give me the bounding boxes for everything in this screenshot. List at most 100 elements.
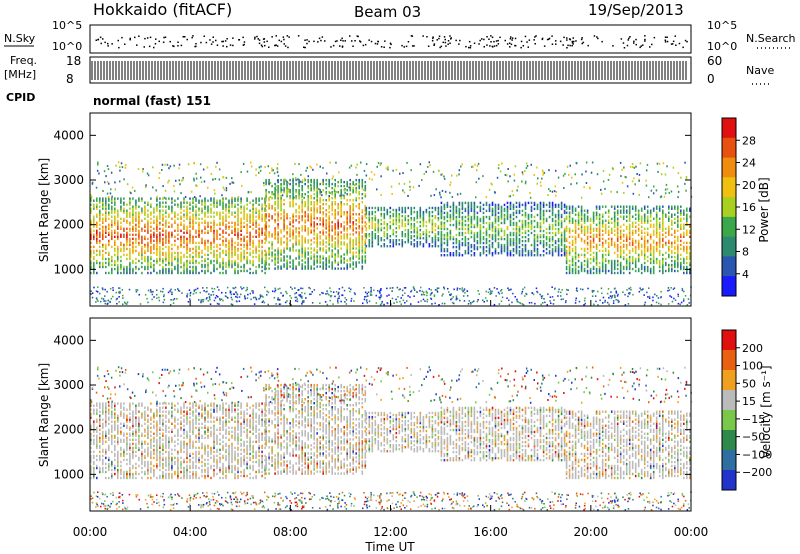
power-cell bbox=[165, 215, 167, 218]
power-cell bbox=[222, 261, 224, 265]
power-cell bbox=[488, 249, 491, 253]
power-cell bbox=[258, 245, 260, 249]
power-cell bbox=[228, 199, 230, 202]
power-cell bbox=[395, 218, 398, 222]
power-cell bbox=[216, 235, 218, 238]
power-cell bbox=[286, 186, 288, 190]
power-cell bbox=[319, 241, 321, 244]
power-cell bbox=[349, 249, 351, 252]
power-cell bbox=[371, 233, 374, 236]
power-cell bbox=[93, 217, 95, 220]
power-cell bbox=[416, 245, 419, 248]
power-cell bbox=[337, 207, 339, 210]
nsky-point bbox=[455, 39, 457, 42]
power-cell bbox=[225, 231, 227, 234]
power-cell bbox=[571, 257, 574, 261]
power-cell bbox=[349, 207, 351, 210]
power-cell bbox=[177, 227, 179, 230]
power-cell bbox=[111, 215, 113, 218]
power-cell bbox=[337, 237, 339, 240]
power-cell bbox=[189, 247, 191, 251]
power-cell bbox=[671, 255, 673, 259]
power-cell bbox=[138, 217, 140, 220]
power-cell bbox=[268, 199, 270, 202]
power-cell bbox=[201, 255, 203, 259]
power-cell bbox=[144, 267, 146, 271]
power-cell bbox=[407, 235, 410, 238]
power-cell bbox=[150, 205, 152, 208]
power-cell bbox=[252, 199, 254, 202]
power-cell bbox=[99, 209, 101, 212]
power-cell bbox=[428, 245, 431, 248]
power-cell bbox=[156, 241, 158, 245]
power-cell bbox=[240, 253, 242, 257]
power-cell bbox=[377, 162, 380, 165]
power-cell bbox=[683, 265, 685, 269]
power-cell bbox=[485, 229, 488, 233]
power-cell bbox=[261, 205, 263, 208]
power-cell bbox=[105, 229, 107, 232]
power-cell bbox=[631, 261, 634, 265]
power-cell bbox=[568, 213, 571, 216]
power-cell bbox=[165, 259, 167, 263]
power-cell bbox=[298, 197, 300, 200]
power-cell bbox=[258, 211, 260, 214]
power-cell bbox=[686, 271, 688, 275]
power-cell bbox=[258, 199, 260, 202]
power-cell bbox=[440, 241, 443, 245]
power-cell bbox=[280, 251, 282, 254]
power-cell bbox=[204, 243, 206, 247]
power-cell bbox=[147, 271, 149, 275]
power-cell bbox=[189, 215, 191, 218]
power-cell bbox=[90, 209, 92, 212]
power-cell bbox=[90, 237, 92, 241]
power-cell bbox=[404, 235, 407, 238]
power-cell bbox=[322, 180, 324, 184]
power-cell bbox=[141, 265, 143, 269]
power-cell bbox=[500, 249, 503, 253]
nsky-point bbox=[491, 36, 494, 39]
power-cell bbox=[440, 201, 443, 205]
power-cell bbox=[646, 245, 649, 249]
power-cell bbox=[280, 231, 282, 234]
power-cell bbox=[503, 219, 506, 223]
power-cell bbox=[346, 243, 348, 246]
power-cell bbox=[521, 254, 524, 257]
power-cell bbox=[580, 209, 583, 212]
power-cell bbox=[560, 215, 563, 219]
nsky-point bbox=[664, 41, 667, 43]
power-cell bbox=[243, 263, 245, 267]
nsky-point bbox=[644, 38, 646, 41]
power-cell bbox=[349, 259, 351, 262]
power-cell bbox=[132, 197, 134, 200]
power-cell bbox=[274, 233, 276, 236]
power-cell bbox=[592, 251, 595, 255]
power-cell bbox=[352, 223, 354, 226]
power-cell bbox=[141, 237, 143, 241]
power-cell bbox=[265, 239, 267, 242]
power-cell bbox=[186, 261, 188, 265]
nsky-point bbox=[571, 45, 573, 47]
power-cell bbox=[328, 257, 330, 260]
power-cell bbox=[117, 263, 119, 267]
power-cell bbox=[240, 205, 242, 208]
power-cell bbox=[319, 265, 321, 268]
power-cell bbox=[619, 261, 622, 265]
power-cell bbox=[310, 251, 312, 254]
power-cell bbox=[162, 229, 164, 232]
power-cell bbox=[114, 231, 116, 234]
power-cell bbox=[231, 211, 233, 214]
power-cell bbox=[565, 267, 568, 271]
power-cell bbox=[337, 261, 339, 264]
power-cell bbox=[646, 259, 649, 263]
power-cell bbox=[204, 231, 206, 234]
power-cell bbox=[446, 227, 449, 231]
power-cell bbox=[280, 213, 282, 216]
power-cell bbox=[565, 227, 568, 230]
nsky-point bbox=[354, 40, 356, 42]
power-cell bbox=[108, 203, 110, 206]
power-cell bbox=[325, 265, 327, 268]
power-cell bbox=[274, 235, 276, 238]
power-cell bbox=[527, 239, 530, 243]
nsky-point bbox=[364, 43, 367, 46]
